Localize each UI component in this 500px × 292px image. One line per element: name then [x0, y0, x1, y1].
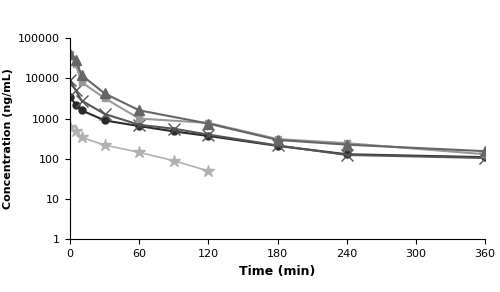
BSL-DSPC: [274, 138, 280, 142]
BSL-DPPC: [136, 123, 142, 126]
BSL-HSPC: [73, 63, 79, 66]
Line: Brucine solution: Brucine solution: [64, 121, 214, 177]
BSL-HSPC: [274, 137, 280, 141]
BSL-SPC: [73, 103, 79, 107]
BSL-SPC: [78, 109, 84, 112]
BSL-DSPC: [73, 58, 79, 62]
Brucine solution: [206, 169, 212, 173]
BSL-DPPC: [206, 133, 212, 136]
BSL-SPC: [171, 130, 177, 133]
BSL-DSPC: [102, 92, 107, 95]
Line: BSL-DSPC: BSL-DSPC: [65, 49, 490, 156]
BSL-DSPC: [136, 109, 142, 112]
BSL-DPPC: [73, 89, 79, 92]
BSL-DPPC: [78, 99, 84, 102]
Brucine solution: [102, 143, 107, 147]
Y-axis label: Concentration (ng/mL): Concentration (ng/mL): [2, 68, 12, 209]
BSL-DSPC: [78, 73, 84, 77]
BSL-DPPC: [102, 112, 107, 116]
BSL-DPPC: [344, 153, 349, 157]
Brucine solution: [78, 136, 84, 139]
BSL-DPPC: [274, 144, 280, 147]
Brucine solution: [67, 126, 73, 129]
BSL-SPC: [102, 119, 107, 122]
BSL-DPPC: [67, 78, 73, 82]
BSL-HSPC: [136, 117, 142, 120]
BSL-SPC: [136, 124, 142, 128]
BSL-HSPC: [102, 96, 107, 100]
BSL-DSPC: [482, 150, 488, 153]
BSL-HSPC: [482, 152, 488, 156]
BSL-SPC: [67, 95, 73, 98]
BSL-DPPC: [171, 127, 177, 131]
BSL-SPC: [274, 144, 280, 148]
X-axis label: Time (min): Time (min): [240, 265, 316, 278]
BSL-HSPC: [206, 121, 212, 125]
BSL-SPC: [206, 134, 212, 138]
Line: BSL-HSPC: BSL-HSPC: [66, 51, 488, 158]
BSL-SPC: [482, 155, 488, 159]
BSL-HSPC: [67, 52, 73, 56]
BSL-DSPC: [344, 143, 349, 146]
Brucine solution: [136, 151, 142, 154]
BSL-HSPC: [344, 141, 349, 145]
BSL-HSPC: [78, 80, 84, 84]
Line: BSL-DPPC: BSL-DPPC: [64, 74, 490, 164]
BSL-DPPC: [482, 156, 488, 160]
BSL-SPC: [344, 152, 349, 156]
Line: BSL-SPC: BSL-SPC: [66, 93, 488, 161]
BSL-DSPC: [206, 122, 212, 125]
Brucine solution: [171, 159, 177, 162]
Brucine solution: [73, 130, 79, 133]
BSL-DSPC: [67, 52, 73, 56]
